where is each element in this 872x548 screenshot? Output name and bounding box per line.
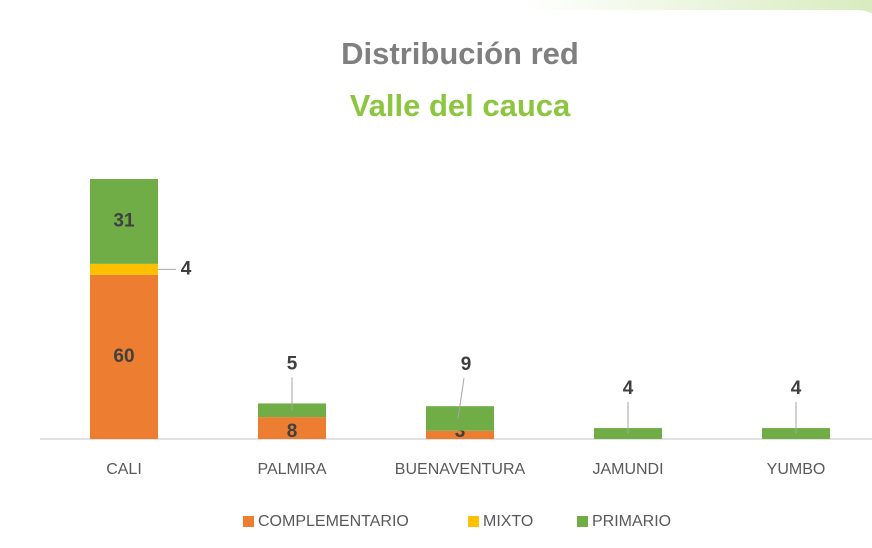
data-label: 3	[455, 421, 466, 442]
legend-swatch	[243, 516, 254, 527]
bar-segment	[426, 406, 494, 431]
data-label: 4	[791, 378, 802, 399]
chart-subtitle: Valle del cauca	[350, 88, 571, 123]
bar-segment	[258, 417, 326, 439]
bar-segment	[90, 274, 158, 439]
data-label: 5	[287, 353, 298, 374]
data-label: 4	[623, 378, 634, 399]
data-label: 9	[461, 354, 472, 375]
legend-label: PRIMARIO	[592, 513, 671, 530]
data-label: 4	[181, 258, 192, 279]
bar-segment	[90, 179, 158, 264]
data-label: 31	[113, 210, 135, 231]
x-tick-label: BUENAVENTURA	[395, 461, 526, 478]
card	[16, 10, 872, 548]
leader-line	[457, 378, 465, 419]
x-tick-label: CALI	[106, 461, 142, 478]
legend-label: COMPLEMENTARIO	[258, 513, 409, 530]
x-tick-label: PALMIRA	[257, 461, 326, 478]
data-label: 8	[287, 421, 298, 442]
data-label: 60	[113, 346, 134, 367]
bar-segment	[90, 263, 158, 275]
x-tick-label: JAMUNDI	[592, 461, 663, 478]
legend-swatch	[577, 516, 588, 527]
legend-label: MIXTO	[483, 513, 533, 530]
x-tick-label: YUMBO	[767, 461, 826, 478]
chart-title: Distribución red	[341, 36, 579, 71]
bar-segment	[426, 430, 494, 439]
legend-swatch	[468, 516, 479, 527]
